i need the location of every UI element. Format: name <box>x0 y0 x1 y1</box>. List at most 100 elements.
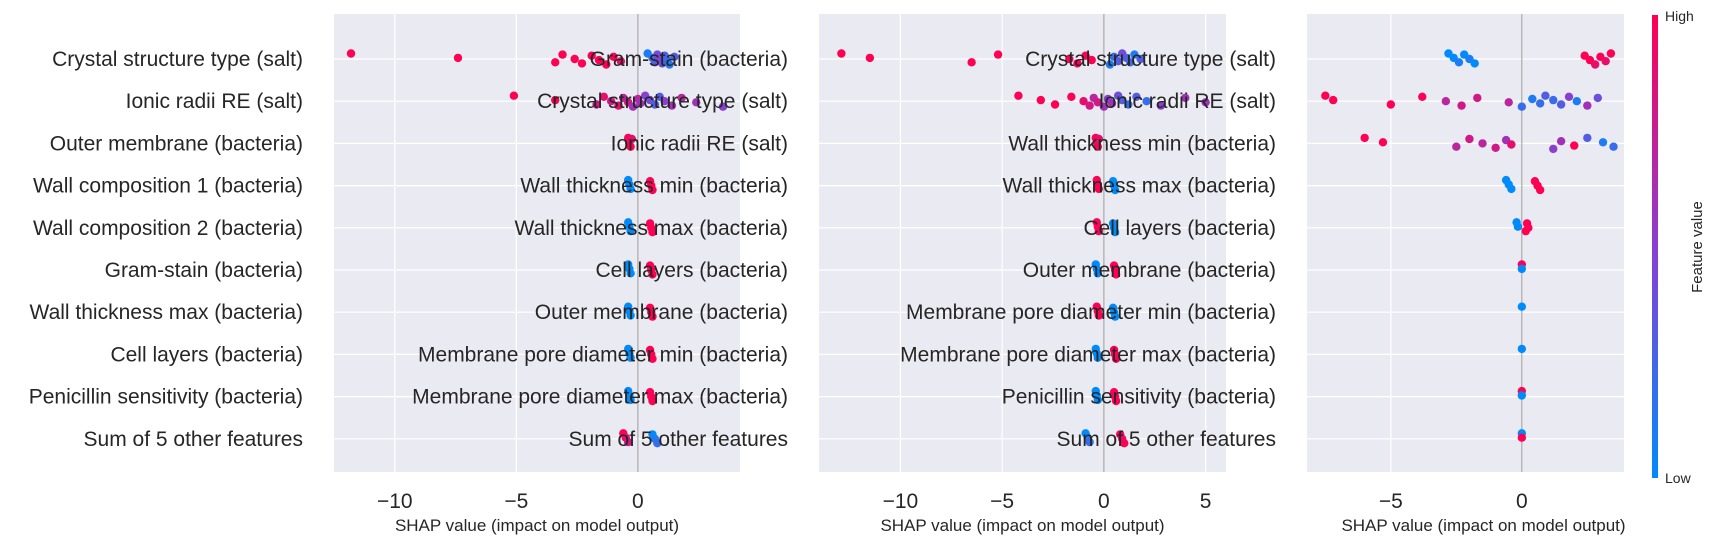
shap-point <box>648 185 657 195</box>
shap-point <box>1583 101 1592 110</box>
x-tick-label: −5 <box>990 490 1014 513</box>
x-tick-label: −5 <box>504 490 528 513</box>
chart-panel-3: Crystal structure type (salt) Ionic radii… <box>900 14 1626 535</box>
shap-point <box>614 101 623 110</box>
shap-point <box>1601 57 1610 66</box>
shap-point <box>1067 92 1076 102</box>
shap-point <box>1014 91 1023 100</box>
shap-point <box>628 102 638 111</box>
feature-label: Membrane pore diameter min (bacteria) <box>418 343 788 366</box>
shap-point <box>1378 138 1388 147</box>
shap-point <box>1111 270 1121 279</box>
shap-point <box>1110 228 1120 237</box>
shap-point <box>648 396 657 406</box>
shap-point <box>626 311 635 320</box>
shap-point <box>1593 93 1603 103</box>
shap-point <box>1583 133 1592 143</box>
x-tick-label: 5 <box>1200 490 1212 513</box>
shap-point <box>1504 98 1513 107</box>
shap-point <box>1110 185 1120 195</box>
shap-point <box>1513 222 1523 231</box>
shap-point <box>1606 49 1616 58</box>
shap-point <box>1609 142 1618 151</box>
shap-point <box>1321 91 1330 100</box>
shap-point <box>837 49 846 58</box>
feature-label: Ionic radii RE (salt) <box>1099 90 1276 113</box>
feature-label: Cell layers (bacteria) <box>1083 217 1276 240</box>
shap-point <box>587 51 596 60</box>
shap-point <box>718 102 728 111</box>
shap-point <box>1517 102 1527 111</box>
shap-point <box>1517 344 1527 354</box>
x-axis-label: SHAP value (impact on model output) <box>1341 516 1625 535</box>
shap-point <box>1386 100 1396 109</box>
shap-point <box>1110 312 1120 321</box>
shap-point <box>1556 100 1566 109</box>
shap-point <box>1142 97 1151 106</box>
shap-point <box>1360 133 1369 143</box>
shap-point <box>1528 94 1537 104</box>
shap-point <box>1093 269 1102 278</box>
shap-point <box>1126 58 1135 67</box>
shap-point <box>1572 97 1582 106</box>
shap-point <box>636 99 645 108</box>
shap-point <box>1118 95 1127 105</box>
shap-point <box>648 270 657 279</box>
shap-point <box>648 228 657 237</box>
feature-label: Wall thickness min (bacteria) <box>520 175 788 198</box>
shap-point <box>1111 354 1121 363</box>
shap-point <box>577 59 587 68</box>
shap-point <box>626 395 635 405</box>
shap-point <box>1328 95 1338 105</box>
shap-point <box>346 49 356 58</box>
shap-point <box>1441 97 1451 106</box>
x-axis-label: SHAP value (impact on model output) <box>395 516 679 535</box>
x-tick-label: 0 <box>1516 490 1528 513</box>
feature-label: Outer membrane (bacteria) <box>1023 259 1276 282</box>
shap-point <box>1524 223 1533 232</box>
feature-label: Gram-stain (bacteria) <box>590 48 788 71</box>
plot-background <box>1307 14 1624 472</box>
feature-label: Sum of 5 other features <box>84 428 303 451</box>
shap-point <box>1507 184 1516 194</box>
feature-label: Membrane pore diameter min (bacteria) <box>906 301 1276 324</box>
feature-label: Wall thickness min (bacteria) <box>1008 132 1276 155</box>
shap-point <box>551 95 560 105</box>
shap-point <box>1107 99 1117 108</box>
shap-point <box>660 97 669 106</box>
shap-point <box>648 312 657 321</box>
shap-point <box>1120 439 1129 448</box>
feature-label: Wall thickness max (bacteria) <box>1003 175 1276 198</box>
shap-point <box>1181 93 1190 103</box>
shap-point <box>1517 433 1527 442</box>
shap-point <box>1201 98 1210 107</box>
shap-point <box>665 60 674 69</box>
shap-point <box>1111 396 1121 406</box>
shap-point <box>1093 98 1102 107</box>
feature-label: Outer membrane (bacteria) <box>50 132 303 155</box>
feature-label: Crystal structure type (salt) <box>537 90 788 113</box>
colorbar-low-label: Low <box>1665 470 1692 486</box>
shap-point <box>1093 353 1102 362</box>
feature-label: Sum of 5 other features <box>1057 428 1276 451</box>
shap-point <box>1081 51 1090 60</box>
shap-point <box>1590 60 1600 69</box>
feature-label: Membrane pore diameter max (bacteria) <box>412 386 788 409</box>
shap-point <box>865 53 875 63</box>
shap-point <box>1073 59 1082 68</box>
shap-point <box>1105 60 1115 69</box>
feature-label: Cell layers (bacteria) <box>595 259 788 282</box>
shap-point <box>509 91 519 100</box>
shap-point <box>626 142 635 151</box>
shap-point <box>1549 144 1558 154</box>
colorbar-gradient <box>1652 15 1658 478</box>
plots-layer: Crystal structure type (salt) Ionic radii… <box>29 14 1626 535</box>
feature-label: Crystal structure type (salt) <box>52 48 303 71</box>
x-axis-label: SHAP value (impact on model output) <box>880 516 1164 535</box>
chart-panel-1: Crystal structure type (salt) Ionic radii… <box>29 14 740 535</box>
shap-point <box>626 184 635 194</box>
feature-label: Sum of 5 other features <box>569 428 788 451</box>
shap-point <box>653 439 662 448</box>
shap-point <box>1050 100 1060 109</box>
